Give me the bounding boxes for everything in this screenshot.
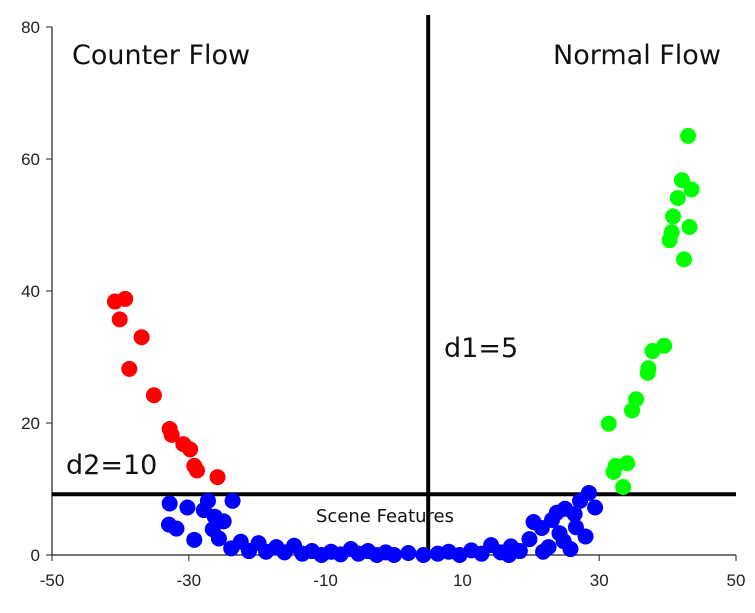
data-point xyxy=(186,531,203,548)
data-point xyxy=(189,462,206,479)
data-point xyxy=(600,415,617,432)
data-point xyxy=(548,504,565,521)
data-point xyxy=(605,463,622,480)
data-point xyxy=(567,519,584,536)
data-point xyxy=(161,495,178,512)
data-point xyxy=(676,251,693,268)
data-point xyxy=(400,545,417,562)
y-tick-label: 20 xyxy=(21,414,40,433)
data-point xyxy=(587,499,604,516)
data-point xyxy=(168,520,185,537)
x-tick-label: -10 xyxy=(313,571,338,590)
data-point xyxy=(386,547,402,563)
data-point xyxy=(224,492,241,509)
data-point xyxy=(619,455,636,472)
scene-features-label: Scene Features xyxy=(316,506,454,527)
data-point xyxy=(644,343,661,360)
data-point xyxy=(535,543,552,560)
data-point xyxy=(210,530,227,547)
x-tick-label: -50 xyxy=(40,571,65,590)
y-tick-label: 40 xyxy=(21,282,40,301)
data-point xyxy=(133,329,150,346)
annotations-layer: Counter Flow Normal Flow d1=5 d2=10 Scen… xyxy=(66,40,721,527)
data-point xyxy=(624,402,641,419)
y-tick-label: 60 xyxy=(21,150,40,169)
data-point xyxy=(555,533,572,550)
data-point xyxy=(639,364,656,381)
x-tick-label: 30 xyxy=(590,571,609,590)
x-tick-label: 10 xyxy=(453,571,472,590)
data-point xyxy=(580,484,597,501)
data-point xyxy=(500,547,517,563)
data-point xyxy=(111,311,128,328)
data-point xyxy=(145,387,162,404)
data-point xyxy=(117,290,134,307)
data-point xyxy=(521,531,538,548)
counter-flow-label: Counter Flow xyxy=(72,40,250,71)
d2-label: d2=10 xyxy=(66,450,157,481)
ticks-layer: -50 -30 -10 10 30 50 0 20 40 60 80 xyxy=(21,18,745,590)
data-point xyxy=(661,232,678,249)
data-point xyxy=(182,441,199,458)
data-point xyxy=(566,506,583,523)
data-point xyxy=(615,479,632,496)
x-tick-label: -30 xyxy=(177,571,202,590)
normal-flow-label: Normal Flow xyxy=(553,40,721,71)
points-layer xyxy=(106,127,700,563)
data-point xyxy=(665,208,682,225)
data-point xyxy=(209,469,226,486)
x-tick-label: 50 xyxy=(727,571,746,590)
data-point xyxy=(669,189,686,206)
data-point xyxy=(681,218,698,235)
data-point xyxy=(680,127,697,144)
data-point xyxy=(163,426,180,443)
d1-label: d1=5 xyxy=(444,333,518,364)
data-point xyxy=(683,181,700,198)
data-point xyxy=(121,360,138,377)
y-tick-label: 0 xyxy=(31,546,40,565)
data-point xyxy=(179,499,196,516)
data-point xyxy=(415,547,432,563)
y-tick-label: 80 xyxy=(21,18,40,37)
